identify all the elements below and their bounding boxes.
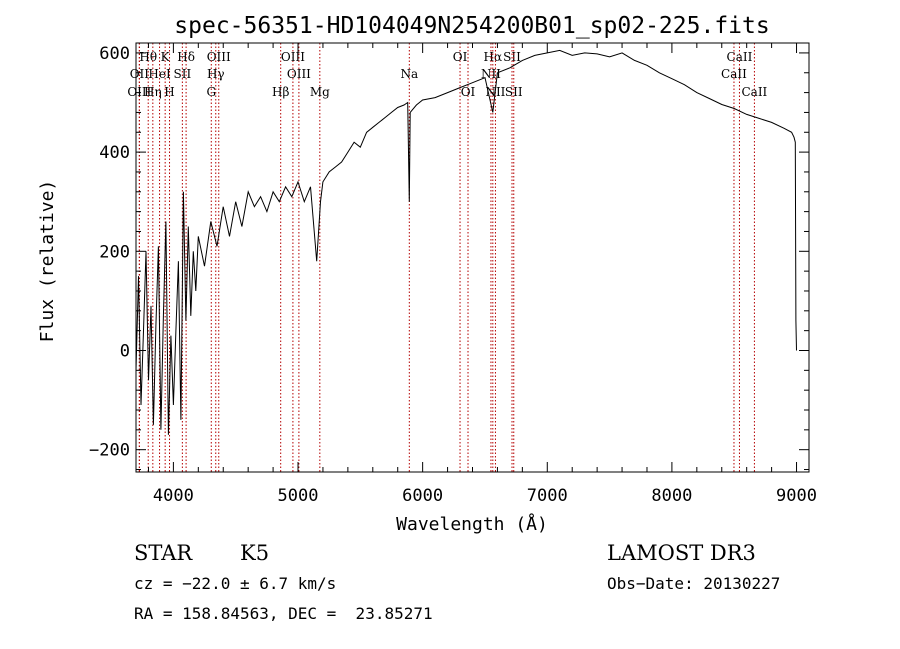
line-label-16: Na <box>400 67 418 81</box>
line-label-15: Mg <box>310 85 330 99</box>
line-label-25: CaII <box>721 67 747 81</box>
x-axis-label: Wavelength (Å) <box>396 513 548 535</box>
line-label-1: OII <box>130 67 150 81</box>
line-label-13: OIII <box>281 50 305 64</box>
line-label-7: SII <box>174 67 192 81</box>
y-tick-label-600: 600 <box>99 44 130 64</box>
line-label-4: HeI <box>148 67 171 81</box>
line-label-14: OIII <box>287 67 311 81</box>
x-tick-label-9000: 9000 <box>776 486 817 506</box>
line-label-20: NII <box>481 67 501 81</box>
line-label-11: G <box>206 85 216 99</box>
x-tick-label-6000: 6000 <box>402 486 443 506</box>
line-label-2: OIII <box>127 85 151 99</box>
line-label-19: Hα <box>484 50 503 64</box>
observation-date: Obs−Date: 20130227 <box>607 574 781 593</box>
line-label-8: Hδ <box>177 50 195 64</box>
line-label-6: H <box>164 85 174 99</box>
line-label-5: K <box>161 50 171 64</box>
y-tick-label-400: 400 <box>99 143 130 163</box>
line-label-3: Hη <box>144 85 162 99</box>
line-label-26: CaII <box>741 85 767 99</box>
spectrum-line <box>135 49 797 435</box>
object-class: STAR <box>134 541 193 565</box>
y-axis-label: Flux (relative) <box>37 180 58 343</box>
line-label-18: OI <box>461 85 476 99</box>
line-label-10: Hγ <box>207 67 225 81</box>
y-tick-label-200: 200 <box>99 242 130 262</box>
x-tick-label-8000: 8000 <box>651 486 692 506</box>
survey-name: LAMOST DR3 <box>607 541 756 565</box>
object-subclass: K5 <box>240 541 270 565</box>
redshift-readout: cz = −22.0 ± 6.7 km/s <box>134 574 337 593</box>
coordinates-readout: RA = 158.84563, DEC = 23.85271 <box>134 604 433 623</box>
line-label-22: SII <box>503 50 521 64</box>
line-label-23: SII <box>505 85 523 99</box>
y-tick-label-0: 0 <box>120 341 130 361</box>
line-label-17: OI <box>453 50 468 64</box>
x-tick-label-5000: 5000 <box>278 486 319 506</box>
line-label-0: Hθ <box>139 50 157 64</box>
y-tick-label--200: −200 <box>89 441 130 461</box>
x-tick-label-7000: 7000 <box>527 486 568 506</box>
plot-frame <box>135 42 810 473</box>
y-axis-ticks: −200 0 200 400 600 <box>89 44 809 471</box>
x-tick-label-4000: 4000 <box>153 486 194 506</box>
x-axis-ticks: 4000 5000 6000 7000 8000 9000 <box>147 43 817 506</box>
line-label-24: CaII <box>727 50 753 64</box>
chart-title: spec-56351-HD104049N254200B01_sp02-225.f… <box>174 13 769 39</box>
line-label-12: Hβ <box>272 85 289 99</box>
line-label-9: OIII <box>207 50 231 64</box>
